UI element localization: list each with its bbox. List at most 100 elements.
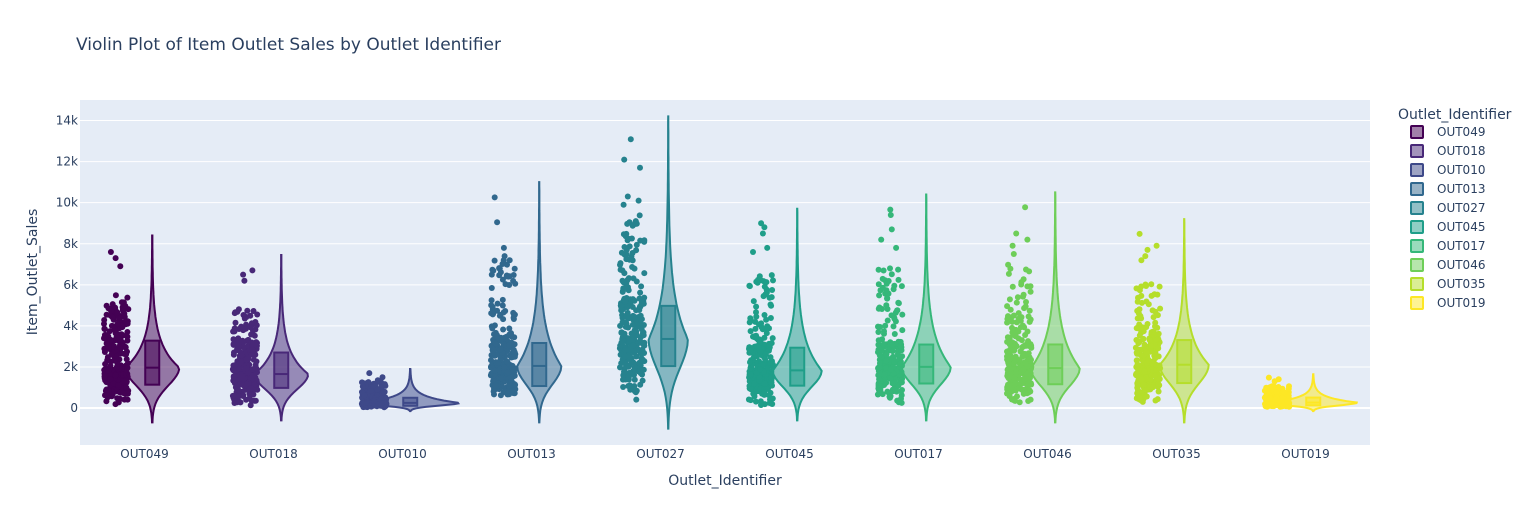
data-point xyxy=(114,320,121,327)
data-point xyxy=(747,328,754,335)
data-point xyxy=(898,283,905,290)
data-point xyxy=(633,307,640,314)
data-point xyxy=(504,390,511,397)
data-point xyxy=(1007,346,1014,353)
data-point xyxy=(879,275,886,282)
data-point xyxy=(379,374,386,381)
data-point xyxy=(633,353,640,360)
data-point xyxy=(509,366,516,372)
legend-swatch xyxy=(1410,144,1424,158)
y-tick-label: 14k xyxy=(56,114,78,128)
legend-label: OUT018 xyxy=(1437,144,1485,158)
box xyxy=(1047,343,1064,386)
data-point xyxy=(248,331,255,338)
data-point xyxy=(501,364,508,370)
data-point xyxy=(1013,370,1019,377)
data-point xyxy=(1008,388,1015,395)
data-point xyxy=(617,266,624,273)
data-point xyxy=(747,347,754,354)
data-point xyxy=(505,369,512,376)
data-point xyxy=(232,377,239,383)
data-point xyxy=(636,295,643,302)
data-point xyxy=(620,231,627,238)
data-point xyxy=(102,361,109,367)
series-out049 xyxy=(101,234,181,424)
data-point xyxy=(122,344,129,351)
data-point xyxy=(618,249,625,256)
data-point xyxy=(124,294,131,301)
data-point xyxy=(1018,337,1025,344)
data-point xyxy=(1014,393,1020,400)
data-point xyxy=(114,309,121,316)
data-point xyxy=(1133,285,1140,292)
data-point xyxy=(110,380,117,387)
data-point xyxy=(897,343,904,350)
data-point xyxy=(499,261,506,267)
data-point xyxy=(754,279,761,286)
y-tick-label: 10k xyxy=(56,196,78,210)
data-point xyxy=(769,401,776,407)
data-point xyxy=(880,341,887,348)
violin-shape xyxy=(253,254,309,422)
data-point xyxy=(625,235,632,242)
data-point xyxy=(875,266,882,273)
data-point xyxy=(641,270,648,277)
data-point xyxy=(1016,399,1023,406)
data-point xyxy=(1023,266,1029,273)
data-point xyxy=(761,312,768,318)
data-point xyxy=(1013,230,1020,237)
data-point xyxy=(1138,292,1145,299)
data-point xyxy=(1027,316,1034,323)
data-point xyxy=(488,297,495,304)
data-point xyxy=(1012,380,1019,387)
box xyxy=(144,339,161,386)
series-layer xyxy=(101,115,1359,430)
data-point xyxy=(752,325,759,332)
data-point xyxy=(757,366,764,373)
data-point xyxy=(510,316,517,322)
data-point xyxy=(631,314,638,320)
violin-shape xyxy=(647,115,689,430)
data-point xyxy=(887,375,894,382)
data-point xyxy=(881,328,887,335)
legend-item-out019: OUT019 xyxy=(1410,296,1485,310)
legend-item-out046: OUT046 xyxy=(1410,258,1485,272)
data-point xyxy=(764,325,771,332)
data-point xyxy=(112,372,119,379)
violin-shape xyxy=(516,181,563,424)
legend-label: OUT045 xyxy=(1437,220,1485,234)
data-point xyxy=(1281,389,1288,396)
data-point xyxy=(753,332,760,339)
data-point xyxy=(254,311,261,318)
legend-title: Outlet_Identifier xyxy=(1398,107,1512,123)
data-point xyxy=(1020,276,1027,283)
data-point xyxy=(759,362,766,368)
data-point xyxy=(748,386,754,393)
data-point xyxy=(238,338,245,345)
data-point xyxy=(500,326,507,333)
data-point xyxy=(763,279,770,286)
data-point xyxy=(747,397,754,404)
data-point xyxy=(488,271,495,278)
data-point xyxy=(1153,242,1160,249)
data-point xyxy=(1140,381,1147,388)
data-point xyxy=(895,300,902,307)
data-point xyxy=(115,382,122,389)
data-point xyxy=(499,302,506,309)
data-point xyxy=(1136,230,1143,237)
legend-label: OUT027 xyxy=(1437,201,1485,215)
y-tick-label: 12k xyxy=(56,155,78,169)
data-point xyxy=(103,340,110,347)
data-point xyxy=(120,307,126,314)
data-point xyxy=(244,381,251,387)
data-point xyxy=(1016,357,1023,364)
data-point xyxy=(512,280,519,287)
legend-item-out010: OUT010 xyxy=(1410,163,1485,177)
data-point xyxy=(628,343,634,350)
box xyxy=(789,346,806,387)
data-point xyxy=(488,285,495,291)
legend-swatch xyxy=(1410,163,1424,177)
data-point xyxy=(879,284,886,291)
data-point xyxy=(1020,291,1027,298)
data-point xyxy=(1028,342,1035,349)
